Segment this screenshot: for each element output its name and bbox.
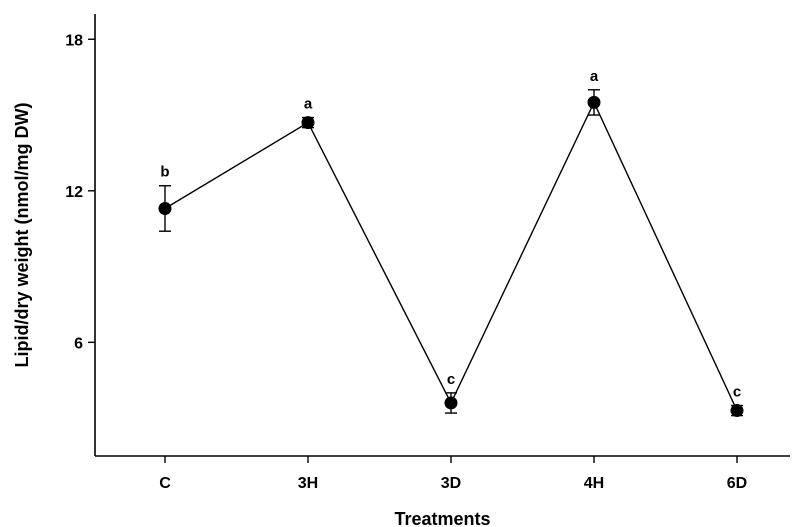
x-axis-ticks: C 3H 3D 4H 6D: [159, 456, 747, 492]
y-tick-label: 12: [65, 184, 83, 201]
y-tick-label: 18: [65, 32, 83, 49]
data-series: b a c a c: [158, 68, 744, 418]
data-point: [301, 116, 315, 130]
significance-label: c: [733, 383, 741, 400]
data-point: [444, 396, 458, 410]
significance-label: a: [304, 96, 313, 113]
axes: [94, 14, 790, 457]
significance-label: c: [447, 371, 455, 388]
data-point: [587, 95, 601, 109]
y-axis-title: Lipid/dry weight (nmol/mg DW): [12, 103, 32, 368]
x-axis-title: Treatments: [394, 509, 490, 527]
x-tick-label: 3H: [298, 475, 318, 492]
x-tick-label: C: [159, 475, 171, 492]
x-tick-label: 4H: [584, 475, 604, 492]
data-point: [730, 404, 744, 418]
x-tick-label: 3D: [441, 475, 461, 492]
series-line: [164, 100, 738, 411]
significance-label: a: [590, 68, 599, 85]
y-tick-label: 6: [74, 335, 83, 352]
x-tick-label: 6D: [727, 475, 747, 492]
data-point: [158, 201, 172, 215]
y-axis-ticks: 6 12 18: [65, 32, 95, 352]
significance-label: b: [160, 164, 169, 181]
